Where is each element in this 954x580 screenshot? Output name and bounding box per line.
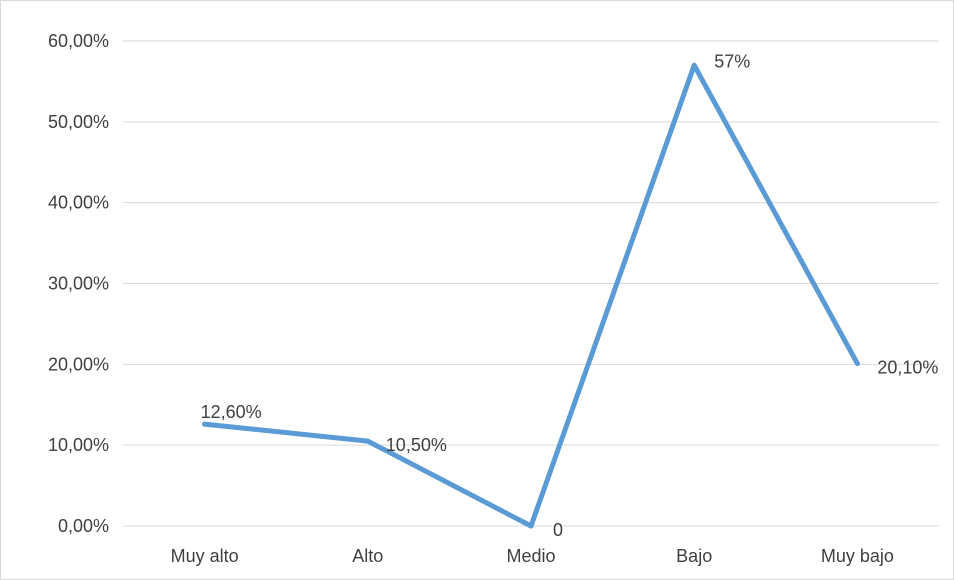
x-category-label: Muy alto: [171, 546, 239, 566]
series-line: [202, 62, 860, 529]
data-label: 57%: [714, 51, 750, 71]
x-category-label: Alto: [352, 546, 383, 566]
y-tick-label: 0,00%: [58, 516, 109, 536]
data-point: [365, 438, 371, 444]
x-category-label: Bajo: [676, 546, 712, 566]
y-tick-label: 50,00%: [48, 112, 109, 132]
data-label: 0: [553, 520, 563, 540]
data-point: [528, 523, 534, 529]
y-tick-label: 20,00%: [48, 354, 109, 374]
data-point: [202, 421, 208, 427]
data-label: 12,60%: [201, 402, 262, 422]
x-category-label: Medio: [506, 546, 555, 566]
data-point: [854, 361, 860, 367]
y-tick-label: 60,00%: [48, 31, 109, 51]
y-tick-label: 40,00%: [48, 193, 109, 213]
data-point: [691, 62, 697, 68]
x-category-label: Muy bajo: [821, 546, 894, 566]
y-tick-label: 30,00%: [48, 274, 109, 294]
data-label: 10,50%: [386, 435, 447, 455]
data-label: 20,10%: [877, 358, 938, 378]
y-tick-label: 10,00%: [48, 435, 109, 455]
